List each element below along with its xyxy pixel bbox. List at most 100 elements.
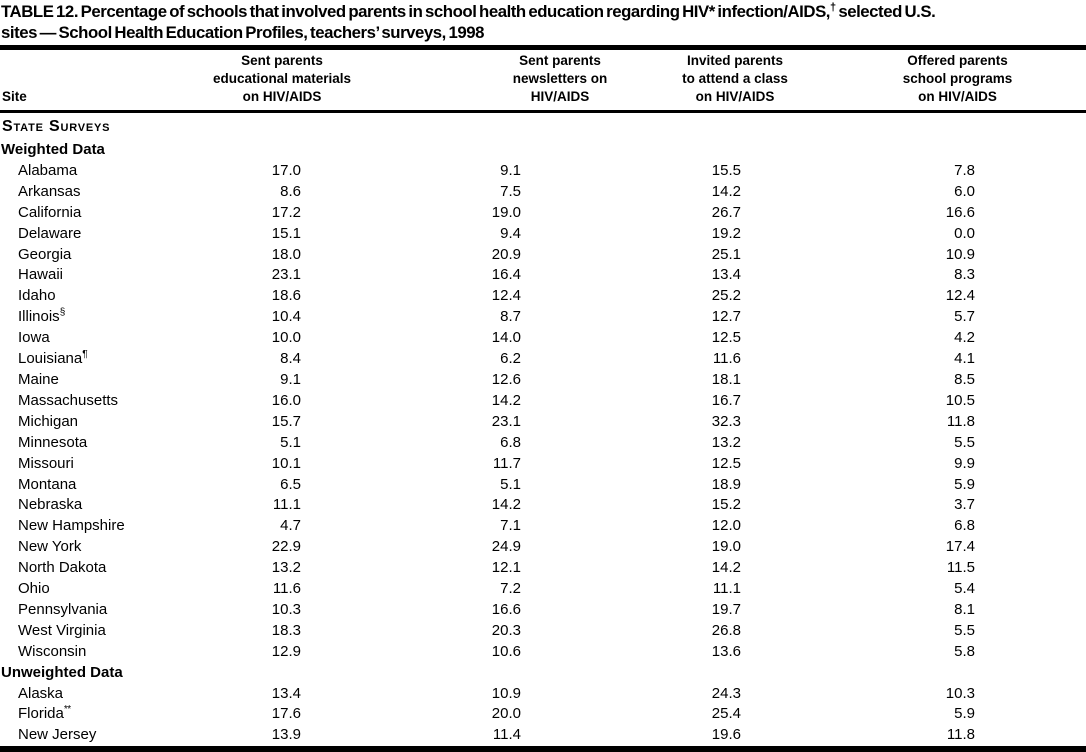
value-cell: 12.7 bbox=[711, 308, 741, 326]
table-row: Alabama 17.0 9.1 15.5 7.8 bbox=[0, 161, 1086, 182]
value-cell: 17.0 bbox=[271, 161, 301, 179]
column-header-line: school programs bbox=[902, 71, 1013, 86]
table-row: Ohio 11.6 7.2 11.1 5.4 bbox=[0, 579, 1086, 600]
value-cell: 5.1 bbox=[500, 475, 521, 493]
table-row: Illinois§ 10.4 8.7 12.7 5.7 bbox=[0, 307, 1086, 328]
site-cell: Delaware bbox=[18, 224, 82, 242]
title-text: TABLE 12. Percentage of schools that inv… bbox=[1, 2, 831, 21]
value-cell: 7.5 bbox=[500, 182, 521, 200]
site-cell: Alaska bbox=[18, 684, 64, 702]
value-cell: 12.4 bbox=[491, 287, 521, 305]
value-cell: 4.2 bbox=[954, 329, 975, 347]
value-cell: 15.5 bbox=[711, 161, 741, 179]
value-cell: 9.1 bbox=[280, 370, 301, 388]
value-cell: 13.9 bbox=[271, 726, 301, 744]
site-cell: Michigan bbox=[18, 412, 79, 430]
column-header-line: on HIV/AIDS bbox=[242, 89, 322, 104]
value-cell: 8.5 bbox=[954, 370, 975, 388]
value-cell: 25.2 bbox=[711, 287, 741, 305]
value-cell: 7.1 bbox=[500, 517, 521, 535]
value-cell: 6.8 bbox=[954, 517, 975, 535]
site-cell: Wisconsin bbox=[18, 642, 87, 660]
value-cell: 32.3 bbox=[711, 412, 741, 430]
table-row: Florida** 17.6 20.0 25.4 5.9 bbox=[0, 704, 1086, 725]
value-cell: 6.0 bbox=[954, 182, 975, 200]
site-cell: California bbox=[18, 203, 82, 221]
table-row: Arkansas 8.6 7.5 14.2 6.0 bbox=[0, 182, 1086, 203]
site-cell: Louisiana¶ bbox=[18, 349, 88, 368]
value-cell: 13.4 bbox=[711, 266, 741, 284]
site-cell: Arkansas bbox=[18, 182, 81, 200]
value-cell: 5.5 bbox=[954, 621, 975, 639]
value-cell: 16.6 bbox=[945, 203, 975, 221]
value-cell: 14.0 bbox=[491, 329, 521, 347]
column-header-line: Sent parents bbox=[241, 53, 323, 68]
site-cell: Alabama bbox=[18, 161, 78, 179]
value-cell: 7.8 bbox=[954, 161, 975, 179]
column-header-line: HIV/AIDS bbox=[530, 89, 590, 104]
table-row: Delaware 15.1 9.4 19.2 0.0 bbox=[0, 224, 1086, 245]
value-cell: 10.4 bbox=[271, 308, 301, 326]
value-cell: 11.7 bbox=[492, 454, 521, 472]
value-cell: 13.2 bbox=[271, 559, 301, 577]
table-row: Maine 9.1 12.6 18.1 8.5 bbox=[0, 370, 1086, 391]
table-row: Montana 6.5 5.1 18.9 5.9 bbox=[0, 475, 1086, 496]
table-row: New Jersey 13.9 11.4 19.6 11.8 bbox=[0, 725, 1086, 746]
table-row: California 17.2 19.0 26.7 16.6 bbox=[0, 203, 1086, 224]
site-cell: New Jersey bbox=[18, 726, 97, 744]
value-cell: 24.3 bbox=[711, 684, 741, 702]
value-cell: 11.5 bbox=[946, 559, 975, 577]
column-header-offered-programs: Offered parents school programs on HIV/A… bbox=[845, 50, 1086, 113]
top-rule bbox=[0, 45, 1086, 50]
value-cell: 10.3 bbox=[271, 600, 301, 618]
value-cell: 14.2 bbox=[491, 391, 521, 409]
value-cell: 24.9 bbox=[491, 538, 521, 556]
value-cell: 14.2 bbox=[711, 559, 741, 577]
table-row: Missouri 10.1 11.7 12.5 9.9 bbox=[0, 454, 1086, 475]
value-cell: 9.4 bbox=[500, 224, 521, 242]
site-cell: Florida** bbox=[18, 704, 71, 723]
title-footnote-marker: † bbox=[830, 1, 836, 14]
site-cell: Iowa bbox=[18, 329, 50, 347]
value-cell: 15.7 bbox=[271, 412, 301, 430]
value-cell: 26.7 bbox=[711, 203, 741, 221]
group-row: Weighted Data bbox=[0, 140, 1086, 161]
value-cell: 5.8 bbox=[954, 642, 975, 660]
value-cell: 12.4 bbox=[945, 287, 975, 305]
site-cell: Minnesota bbox=[18, 433, 88, 451]
title-line1: TABLE 12. Percentage of schools that inv… bbox=[1, 2, 1086, 23]
site-cell: Illinois§ bbox=[18, 307, 66, 326]
value-cell: 12.1 bbox=[491, 559, 521, 577]
value-cell: 18.6 bbox=[271, 287, 301, 305]
value-cell: 19.0 bbox=[491, 203, 521, 221]
bottom-rule bbox=[0, 746, 1086, 752]
section-row: State Surveys bbox=[0, 112, 1086, 141]
table-row: Louisiana¶ 8.4 6.2 11.6 4.1 bbox=[0, 349, 1086, 370]
value-cell: 17.6 bbox=[271, 705, 301, 723]
value-cell: 14.2 bbox=[711, 182, 741, 200]
table-row: Pennsylvania 10.3 16.6 19.7 8.1 bbox=[0, 600, 1086, 621]
table-row: Alaska 13.4 10.9 24.3 10.3 bbox=[0, 684, 1086, 705]
site-cell: Maine bbox=[18, 370, 59, 388]
value-cell: 15.2 bbox=[711, 496, 741, 514]
value-cell: 25.4 bbox=[711, 705, 741, 723]
value-cell: 11.1 bbox=[712, 580, 741, 598]
value-cell: 22.9 bbox=[271, 538, 301, 556]
value-cell: 11.6 bbox=[712, 350, 741, 368]
group-label: Weighted Data bbox=[1, 141, 105, 158]
value-cell: 16.4 bbox=[491, 266, 521, 284]
value-cell: 26.8 bbox=[711, 621, 741, 639]
value-cell: 11.6 bbox=[272, 580, 301, 598]
value-cell: 11.8 bbox=[946, 412, 975, 430]
value-cell: 10.3 bbox=[945, 684, 975, 702]
value-cell: 5.9 bbox=[954, 705, 975, 723]
column-header-invited-class: Invited parents to attend a class on HIV… bbox=[625, 50, 845, 113]
value-cell: 17.4 bbox=[945, 538, 975, 556]
column-header-line: on HIV/AIDS bbox=[695, 89, 775, 104]
column-header-line: Offered parents bbox=[907, 53, 1008, 68]
value-cell: 23.1 bbox=[271, 266, 301, 284]
table-row: Massachusetts 16.0 14.2 16.7 10.5 bbox=[0, 391, 1086, 412]
value-cell: 20.9 bbox=[491, 245, 521, 263]
footnote-marker: § bbox=[59, 307, 66, 319]
value-cell: 17.2 bbox=[271, 203, 301, 221]
